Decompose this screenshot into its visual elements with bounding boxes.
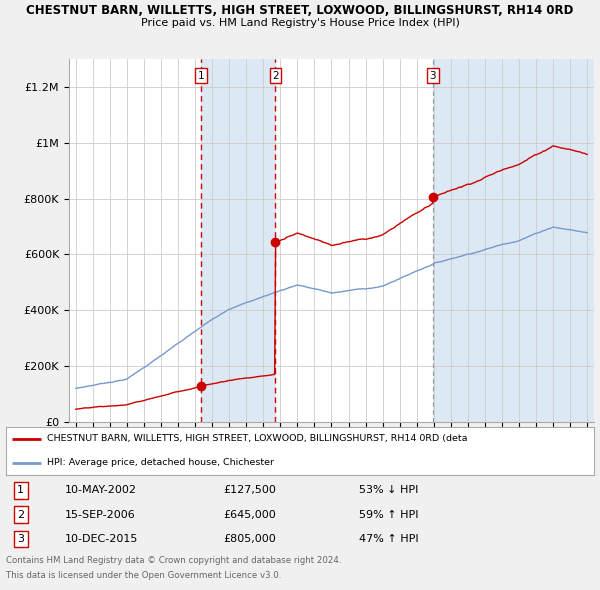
Text: 10-MAY-2002: 10-MAY-2002 [65, 486, 137, 496]
Text: 1: 1 [198, 71, 205, 81]
Text: HPI: Average price, detached house, Chichester: HPI: Average price, detached house, Chic… [47, 458, 274, 467]
Text: 47% ↑ HPI: 47% ↑ HPI [359, 534, 418, 544]
Text: £805,000: £805,000 [224, 534, 277, 544]
Bar [201, 59, 275, 422]
Text: 1: 1 [17, 486, 24, 496]
Text: 3: 3 [17, 534, 24, 544]
Text: Contains HM Land Registry data © Crown copyright and database right 2024.: Contains HM Land Registry data © Crown c… [6, 556, 341, 565]
Text: Price paid vs. HM Land Registry's House Price Index (HPI): Price paid vs. HM Land Registry's House … [140, 18, 460, 28]
Text: 53% ↓ HPI: 53% ↓ HPI [359, 486, 418, 496]
Text: 10-DEC-2015: 10-DEC-2015 [65, 534, 138, 544]
Text: £127,500: £127,500 [224, 486, 277, 496]
Text: CHESTNUT BARN, WILLETTS, HIGH STREET, LOXWOOD, BILLINGSHURST, RH14 0RD: CHESTNUT BARN, WILLETTS, HIGH STREET, LO… [26, 4, 574, 17]
Text: 3: 3 [430, 71, 436, 81]
Text: 15-SEP-2006: 15-SEP-2006 [65, 510, 136, 520]
Text: £645,000: £645,000 [224, 510, 277, 520]
Text: 2: 2 [272, 71, 279, 81]
Text: CHESTNUT BARN, WILLETTS, HIGH STREET, LOXWOOD, BILLINGSHURST, RH14 0RD (deta: CHESTNUT BARN, WILLETTS, HIGH STREET, LO… [47, 434, 467, 443]
Text: This data is licensed under the Open Government Licence v3.0.: This data is licensed under the Open Gov… [6, 571, 281, 580]
Text: 59% ↑ HPI: 59% ↑ HPI [359, 510, 418, 520]
Text: 2: 2 [17, 510, 24, 520]
Bar [433, 59, 594, 422]
